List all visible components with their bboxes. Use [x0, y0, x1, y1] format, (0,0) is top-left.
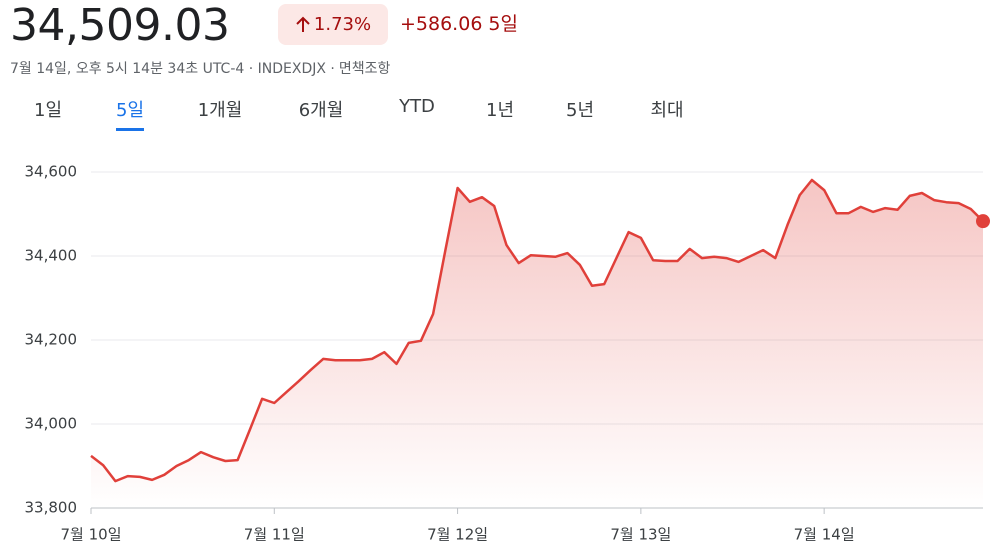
range-tab[interactable]: 1년: [485, 100, 515, 121]
price: 34,509.03: [10, 0, 230, 51]
x-tick-label: 7월 13일: [610, 526, 671, 544]
x-tick-label: 7월 14일: [794, 526, 855, 544]
up-arrow: [296, 16, 310, 32]
disclaimer-link[interactable]: 면책조항: [338, 61, 391, 77]
y-tick-label: 34,600: [25, 163, 78, 181]
range-tab[interactable]: 최대: [650, 100, 684, 121]
timestamp: 7월 14일, 오후 5시 14분 34초 UTC-4 · INDEXDJX ·: [10, 61, 335, 77]
subtitle: 7월 14일, 오후 5시 14분 34초 UTC-4 · INDEXDJX ·…: [10, 58, 390, 78]
range-tab[interactable]: 1개월: [197, 100, 243, 121]
y-tick-label: 33,800: [25, 499, 78, 517]
x-tick-label: 7월 10일: [61, 526, 122, 544]
change-value: +586.06: [400, 13, 483, 35]
change-badge: 1.73%: [278, 4, 388, 45]
range-tab[interactable]: YTD: [399, 96, 435, 117]
x-tick-label: 7월 12일: [427, 526, 488, 544]
change-pct: 1.73%: [313, 14, 372, 35]
y-tick-label: 34,000: [25, 415, 78, 433]
area-fill: [91, 180, 983, 508]
x-tick-label: 7월 11일: [244, 526, 305, 544]
last-point: [976, 214, 990, 229]
price-line: [90, 178, 984, 483]
range-tab[interactable]: 6개월: [298, 100, 344, 121]
range-tab[interactable]: 5일: [115, 96, 145, 131]
range-tab[interactable]: 1일: [33, 100, 63, 121]
change: +586.06 5일: [400, 9, 518, 36]
change-period: 5일: [488, 13, 518, 35]
y-tick-label: 34,200: [25, 331, 78, 349]
y-tick-label: 34,400: [25, 247, 78, 265]
range-tab[interactable]: 5년: [565, 100, 595, 121]
